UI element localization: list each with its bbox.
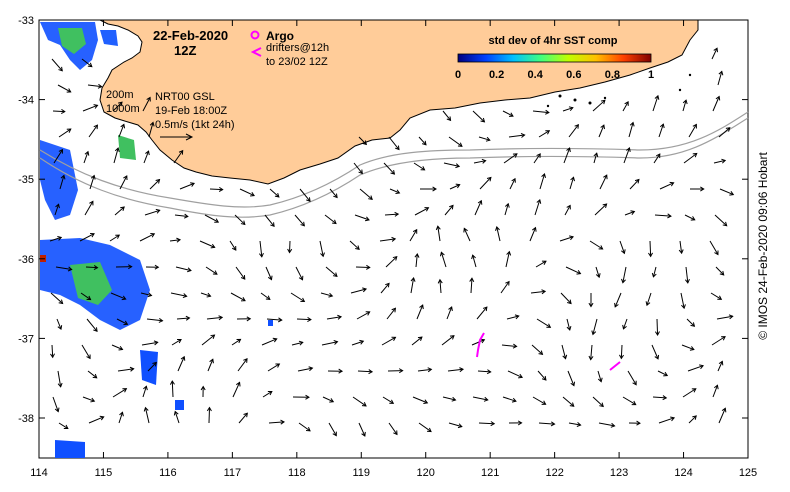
x-tick-label: 118 <box>288 467 306 479</box>
colorbar-tick-label: 0.4 <box>528 69 544 81</box>
drifter-track-1 <box>476 332 485 358</box>
drifters-sub: to 23/02 12Z <box>266 56 328 68</box>
colorbar-tick-label: 0.2 <box>489 69 504 81</box>
x-axis: 114 115 116 117 118 119 120 121 122 123 124 125 <box>30 20 757 479</box>
x-tick-label: 115 <box>95 467 113 479</box>
product-label: NRT00 GSL <box>155 91 215 103</box>
x-tick-label: 121 <box>481 467 499 479</box>
x-tick-label: 125 <box>739 467 757 479</box>
map-time: 12Z <box>174 43 196 58</box>
drifter-track-2 <box>609 361 621 371</box>
current-vectors <box>49 47 735 437</box>
product-time: 19-Feb 18:00Z <box>155 105 227 117</box>
map-date: 22-Feb-2020 <box>153 28 228 43</box>
colorbar <box>457 53 652 63</box>
argo-marker-icon <box>250 30 260 40</box>
colorbar-tick-label: 0.8 <box>605 69 620 81</box>
sst-speckle <box>40 22 273 458</box>
scale-label: 0.5m/s (1kt 24h) <box>155 119 234 131</box>
y-tick-label: -38 <box>18 413 34 425</box>
colorbar-tick-label: 0 <box>455 69 461 81</box>
drifters-label: drifters@12h <box>266 42 329 54</box>
argo-label: Argo <box>266 29 294 43</box>
drifter-tracks <box>476 332 621 371</box>
drifter-marker-icon <box>250 47 262 57</box>
x-tick-label: 123 <box>610 467 628 479</box>
y-tick-label: -34 <box>18 95 34 107</box>
y-tick-label: -33 <box>18 15 34 27</box>
colorbar-title: std dev of 4hr SST comp <box>489 35 618 47</box>
contour-1000m-label: 1000m <box>106 103 140 115</box>
credit-text: © IMOS 24-Feb-2020 09:06 Hobart <box>756 152 770 340</box>
isobaths <box>39 111 749 218</box>
colorbar-tick-label: 1 <box>648 69 654 81</box>
contour-200m-label: 200m <box>106 89 134 101</box>
colorbar-tick-label: 0.6 <box>566 69 581 81</box>
colorbar-ticks: 0 0.2 0.4 0.6 0.8 1 <box>455 69 654 81</box>
y-tick-label: -37 <box>18 333 34 345</box>
x-tick-label: 119 <box>352 467 370 479</box>
x-tick-label: 116 <box>159 467 177 479</box>
x-tick-label: 122 <box>545 467 563 479</box>
scale-arrow-icon <box>160 133 194 141</box>
x-tick-label: 117 <box>224 467 242 479</box>
x-tick-label: 114 <box>30 467 48 479</box>
y-tick-label: -35 <box>18 174 34 186</box>
y-tick-label: -36 <box>18 254 34 266</box>
y-axis: -33 -34 -35 -36 -37 -38 <box>18 15 748 425</box>
x-tick-label: 124 <box>674 467 692 479</box>
x-tick-label: 120 <box>417 467 435 479</box>
islands <box>546 73 692 108</box>
